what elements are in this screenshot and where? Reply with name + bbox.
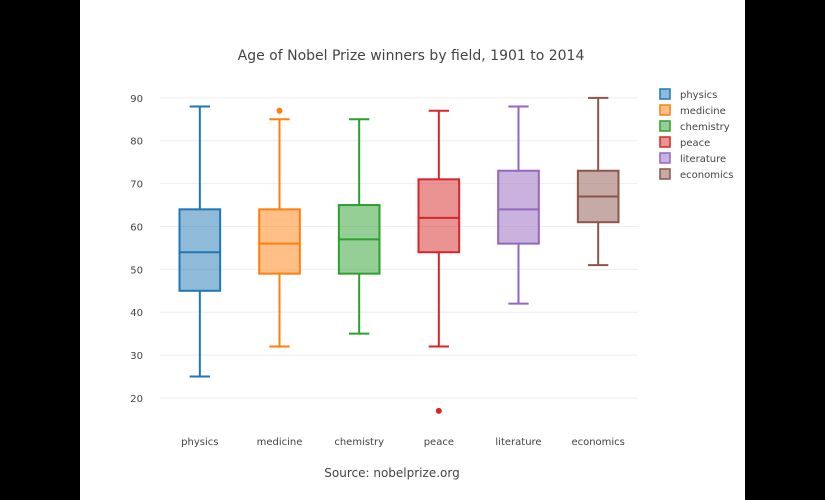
x-tick-labels: physics medicine chemistry peace literature e… xyxy=(181,437,625,448)
y-tick-labels: 20 30 40 50 60 70 80 90 xyxy=(130,94,143,405)
legend-label: chemistry xyxy=(680,122,730,133)
legend-label: literature xyxy=(680,154,726,165)
boxes-layer xyxy=(178,96,620,414)
box-literature xyxy=(497,105,540,305)
outlier-point xyxy=(435,407,442,414)
box-iqr xyxy=(258,208,301,275)
legend-item-economics[interactable]: economics xyxy=(659,168,733,181)
y-tick-label: 90 xyxy=(130,94,143,105)
x-tick-label: peace xyxy=(424,437,454,448)
legend-item-medicine[interactable]: medicine xyxy=(659,104,726,117)
legend-label: peace xyxy=(680,138,710,149)
x-tick-label: economics xyxy=(571,437,624,448)
legend-item-literature[interactable]: literature xyxy=(659,152,726,165)
y-tick-label: 60 xyxy=(130,222,143,233)
legend-label: physics xyxy=(680,90,717,101)
y-tick-label: 80 xyxy=(130,137,143,148)
x-tick-label: medicine xyxy=(257,437,303,448)
x-tick-label: physics xyxy=(181,437,218,448)
legend[interactable]: physics medicine chemistry peace literature e… xyxy=(659,88,733,181)
y-tick-label: 70 xyxy=(130,180,143,191)
legend-swatch xyxy=(659,168,671,180)
box-iqr xyxy=(497,169,540,245)
legend-item-peace[interactable]: peace xyxy=(659,136,710,149)
y-tick-label: 40 xyxy=(130,308,143,319)
box-peace xyxy=(417,109,461,414)
source-note: Source: nobelprize.org xyxy=(324,466,459,480)
box-economics xyxy=(576,96,620,267)
legend-swatch xyxy=(659,152,671,164)
legend-swatch xyxy=(659,88,671,100)
legend-item-chemistry[interactable]: chemistry xyxy=(659,120,730,133)
y-tick-label: 20 xyxy=(130,394,143,405)
grid-layer xyxy=(160,97,638,399)
chart-page: Age of Nobel Prize winners by field, 190… xyxy=(80,0,745,500)
box-iqr xyxy=(417,178,461,254)
chart-title: Age of Nobel Prize winners by field, 190… xyxy=(238,48,585,64)
box-plot-chart: Age of Nobel Prize winners by field, 190… xyxy=(130,48,733,480)
x-tick-label: literature xyxy=(495,437,541,448)
y-tick-label: 30 xyxy=(130,351,143,362)
y-tick-label: 50 xyxy=(130,265,143,276)
box-medicine xyxy=(258,107,301,348)
box-iqr xyxy=(178,208,222,292)
legend-swatch xyxy=(659,120,671,132)
x-tick-label: chemistry xyxy=(334,437,384,448)
box-chemistry xyxy=(337,118,381,335)
legend-label: economics xyxy=(680,170,733,181)
legend-swatch xyxy=(659,104,671,116)
legend-swatch xyxy=(659,136,671,148)
legend-label: medicine xyxy=(680,106,726,117)
outlier-point xyxy=(276,107,283,114)
box-physics xyxy=(178,105,222,378)
legend-item-physics[interactable]: physics xyxy=(659,88,717,101)
